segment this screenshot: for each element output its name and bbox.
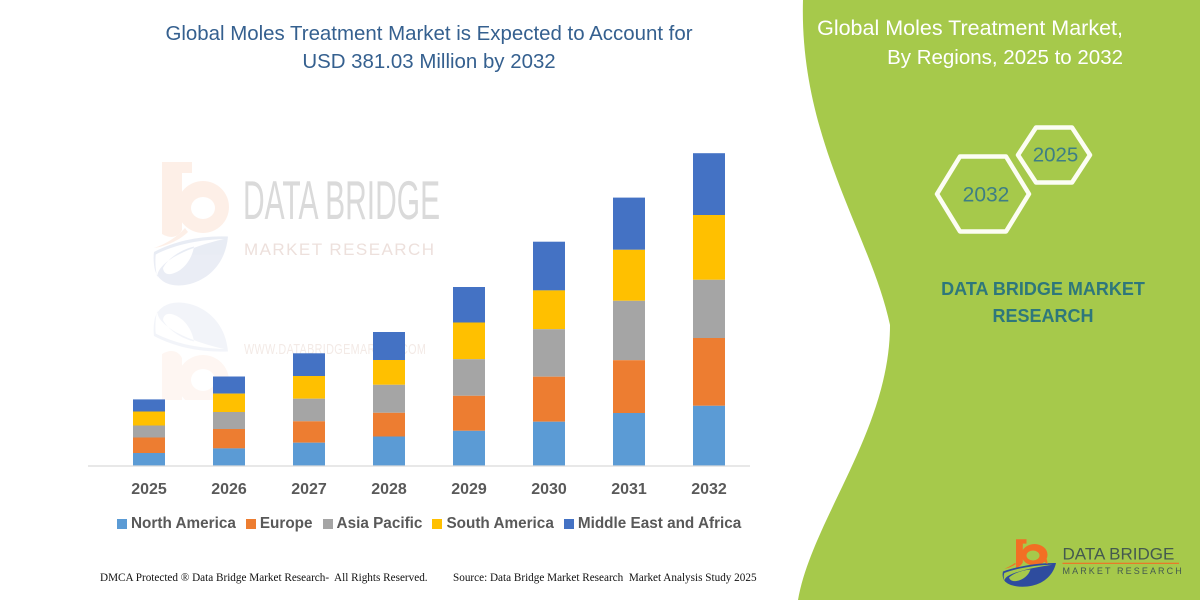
svg-text:2032: 2032 bbox=[963, 183, 1010, 206]
svg-text:MARKET RESEARCH: MARKET RESEARCH bbox=[1063, 566, 1184, 576]
svg-text:2025: 2025 bbox=[1033, 144, 1079, 167]
svg-text:DATA BRIDGE: DATA BRIDGE bbox=[1063, 544, 1175, 563]
